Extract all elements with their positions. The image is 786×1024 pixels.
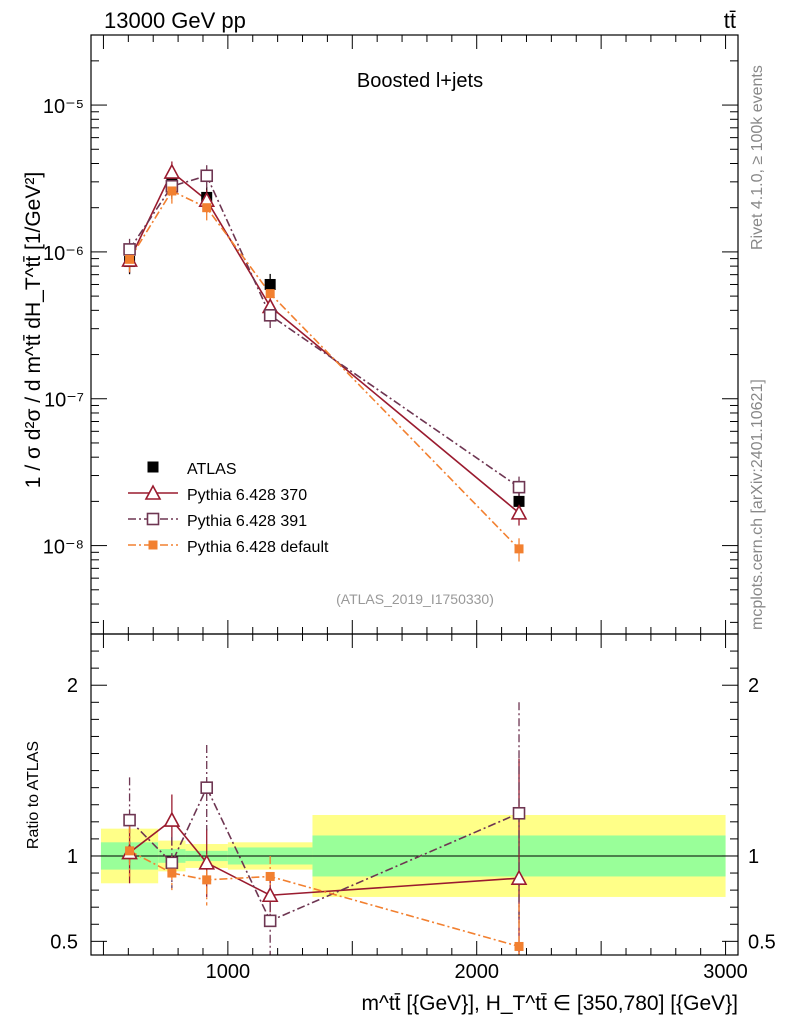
ratio-point bbox=[198, 854, 216, 870]
legend-label-391: Pythia 6.428 391 bbox=[187, 513, 307, 530]
ratio-point bbox=[261, 886, 279, 903]
legend-label-370: Pythia 6.428 370 bbox=[187, 487, 307, 504]
ratio-point bbox=[263, 914, 277, 928]
ratio-frame bbox=[90, 633, 739, 956]
data-point bbox=[167, 186, 177, 196]
data-point bbox=[264, 278, 276, 290]
ratio-point bbox=[165, 856, 179, 870]
data-point bbox=[125, 254, 135, 264]
y-axis-label-main: 1 / σ d²σ / d m^tt̄ dH_T^tt̄ [1/GeV²] bbox=[22, 172, 45, 488]
series-line-2 bbox=[128, 174, 520, 488]
legend-label-atlas: ATLAS bbox=[187, 461, 237, 478]
data-point bbox=[513, 495, 525, 507]
header-right: tt̄ bbox=[724, 8, 736, 33]
ratio-y-tick-label-left: 0.5 bbox=[50, 931, 78, 953]
legend-marker bbox=[147, 461, 159, 473]
data-point bbox=[510, 504, 528, 520]
x-tick-label: 2000 bbox=[454, 961, 499, 983]
legend: ATLAS Pythia 6.428 370 Pythia 6.428 391 … bbox=[128, 461, 329, 556]
data-point bbox=[202, 203, 212, 213]
legend-marker bbox=[148, 540, 158, 550]
ratio-panel bbox=[91, 702, 738, 955]
legend-marker bbox=[146, 512, 160, 526]
data-point bbox=[514, 544, 524, 554]
x-axis-label: m^tt̄ [{GeV}], H_T^tt̄ ∈ [350,780] [{GeV… bbox=[361, 992, 738, 1015]
ratio-y-tick-label-left: 2 bbox=[67, 675, 78, 697]
ratio-point bbox=[163, 811, 181, 827]
side-label-top: Rivet 4.1.0, ≥ 100k events bbox=[749, 65, 766, 250]
data-point bbox=[265, 289, 275, 299]
ratio-y-tick-label-right: 2 bbox=[748, 675, 759, 697]
y-axis-label-ratio: Ratio to ATLAS bbox=[25, 741, 42, 849]
y-tick-label: 10⁻⁸ bbox=[43, 537, 84, 559]
ratio-line-2 bbox=[129, 785, 520, 922]
chart-title: Boosted l+jets bbox=[357, 70, 483, 92]
main-panel bbox=[121, 161, 528, 562]
data-point bbox=[200, 169, 214, 183]
ratio-point bbox=[167, 868, 177, 878]
legend-marker bbox=[144, 484, 162, 500]
header-left: 13000 GeV pp bbox=[104, 8, 246, 33]
ratio-point bbox=[514, 941, 524, 951]
x-tick-label: 1000 bbox=[206, 961, 251, 983]
y-tick-label: 10⁻⁵ bbox=[43, 96, 84, 118]
data-point bbox=[123, 243, 136, 256]
ratio-point bbox=[512, 806, 526, 820]
ratio-point bbox=[265, 871, 275, 881]
x-tick-label: 3000 bbox=[703, 961, 748, 983]
ratio-point bbox=[125, 846, 135, 856]
side-label-bottom: mcplots.cern.ch [arXiv:2401.10621] bbox=[749, 379, 766, 630]
ratio-point bbox=[510, 869, 528, 885]
legend-label-default: Pythia 6.428 default bbox=[187, 539, 329, 556]
ratio-y-tick-label-right: 1 bbox=[748, 846, 759, 868]
ratio-point bbox=[202, 875, 212, 885]
ratio-y-tick-label-right: 0.5 bbox=[748, 931, 776, 953]
data-point bbox=[163, 163, 181, 179]
ratio-point bbox=[123, 813, 136, 827]
y-tick-label: 10⁻⁶ bbox=[43, 243, 84, 265]
ratio-point bbox=[200, 781, 214, 794]
y-tick-label: 10⁻⁷ bbox=[44, 390, 84, 412]
ratio-y-tick-label-left: 1 bbox=[67, 846, 78, 868]
data-point bbox=[263, 309, 277, 322]
data-point bbox=[512, 480, 526, 494]
analysis-id: (ATLAS_2019_I1750330) bbox=[336, 591, 494, 607]
